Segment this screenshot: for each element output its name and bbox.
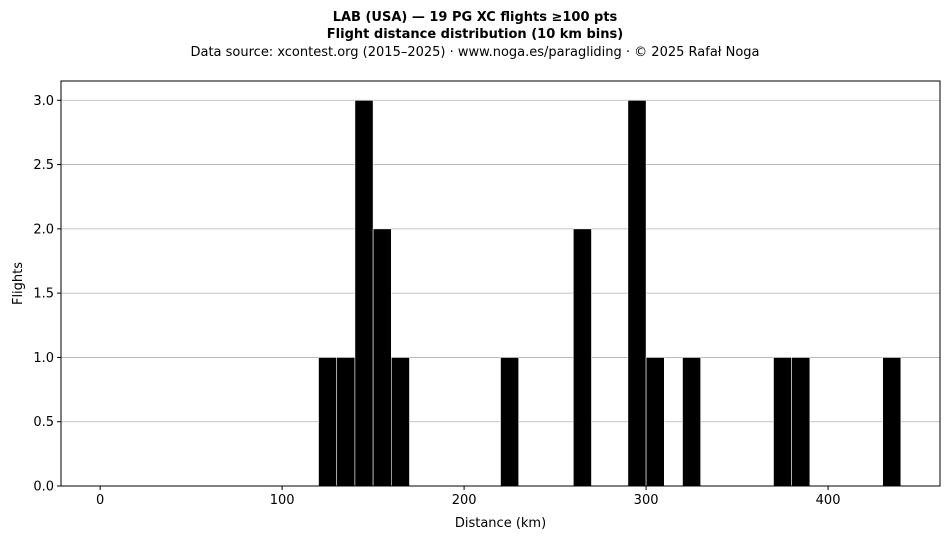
histogram-bar [882, 357, 902, 487]
x-tick-label: 0 [96, 493, 104, 508]
histogram-bar [791, 357, 811, 487]
y-tick-label: 1.5 [33, 287, 54, 302]
histogram-bar [372, 228, 392, 487]
y-tick-label: 2.0 [33, 222, 54, 237]
chart-subtitle: Data source: xcontest.org (2015–2025) · … [190, 45, 759, 60]
x-tick-label: 400 [816, 493, 841, 508]
histogram-bar [627, 99, 647, 487]
histogram-bar [645, 357, 665, 487]
x-axis-label: Distance (km) [455, 516, 546, 531]
y-tick-label: 2.5 [33, 158, 54, 173]
y-tick-label: 0.0 [33, 480, 54, 495]
chart-title-line1: LAB (USA) — 19 PG XC flights ≥100 pts [333, 10, 618, 25]
histogram-bar [391, 357, 410, 487]
histogram-bar [336, 357, 356, 487]
y-tick-label: 3.0 [33, 94, 54, 109]
x-tick-label: 100 [270, 493, 295, 508]
plot-frame [60, 80, 941, 487]
histogram-bar [682, 357, 701, 487]
y-axis-ticks: 0.0 0.5 1.0 1.5 2.0 2.5 3.0 [33, 94, 61, 495]
histogram-bar [773, 357, 792, 487]
histogram-bar [318, 357, 338, 487]
y-tick-label: 1.0 [33, 351, 54, 366]
x-tick-label: 300 [634, 493, 659, 508]
histogram-bar [572, 228, 592, 487]
y-axis-label: Flights [11, 262, 26, 305]
x-tick-label: 200 [452, 493, 477, 508]
bars [318, 99, 902, 487]
x-axis-ticks: 0 100 200 300 400 [96, 486, 841, 508]
histogram-bar [354, 99, 374, 487]
chart-title-line2: Flight distance distribution (10 km bins… [327, 27, 623, 42]
y-tick-label: 0.5 [33, 415, 54, 430]
histogram-bar [500, 357, 519, 487]
